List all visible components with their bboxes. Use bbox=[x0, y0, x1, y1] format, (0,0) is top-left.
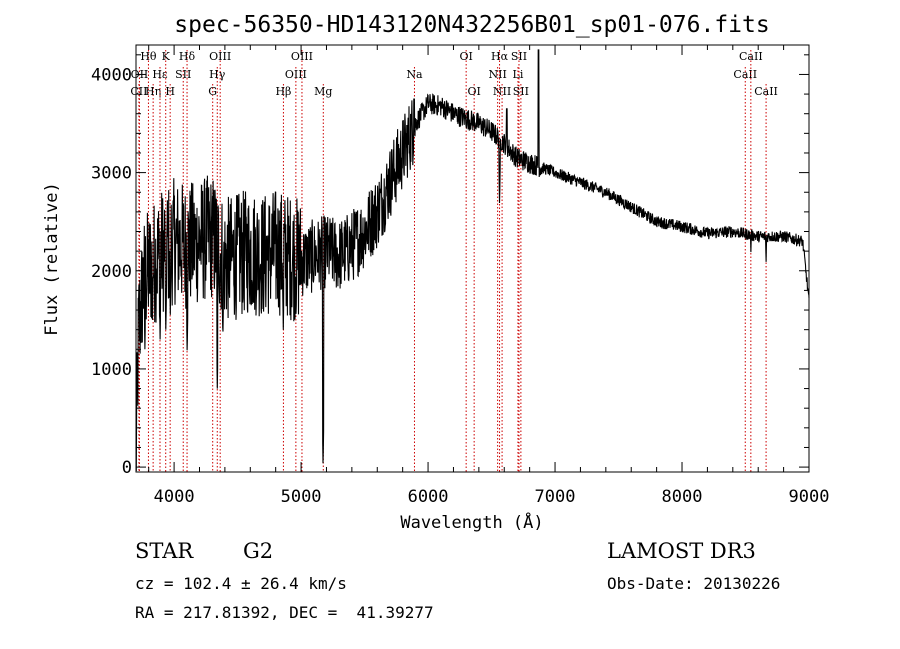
y-tick-label: 1000 bbox=[91, 360, 132, 380]
line-marker-label: Hα bbox=[491, 50, 509, 63]
y-axis-label: Flux (relative) bbox=[42, 182, 62, 336]
obs-date: Obs-Date: 20130226 bbox=[607, 574, 781, 593]
line-marker-label: Mg bbox=[314, 85, 332, 98]
axis-ticks: 4000 5000 6000 7000 8000 9000 0 1000 2000 3000 400… bbox=[91, 45, 829, 507]
chart-title: spec-56350-HD143120N432256B01_sp01-076.f… bbox=[174, 12, 769, 38]
line-marker-label: OIII bbox=[291, 50, 313, 63]
line-marker-label: Li bbox=[513, 68, 524, 81]
line-marker-label: Hγ bbox=[209, 68, 226, 81]
y-tick-label: 2000 bbox=[91, 262, 132, 282]
spectrum-line bbox=[135, 49, 810, 472]
line-marker-label: CaII bbox=[754, 85, 778, 98]
line-marker-label: SII bbox=[513, 85, 529, 98]
survey-name: LAMOST DR3 bbox=[607, 539, 756, 563]
x-tick-label: 7000 bbox=[535, 487, 576, 507]
line-marker-label: G bbox=[208, 85, 217, 98]
line-marker-label: Hθ bbox=[140, 50, 157, 63]
line-marker-label: H bbox=[165, 85, 175, 98]
x-tick-label: 5000 bbox=[281, 487, 322, 507]
subclass: G2 bbox=[243, 539, 274, 563]
coordinates: RA = 217.81392, DEC = 41.39277 bbox=[135, 603, 434, 622]
line-marker-label: OIII bbox=[285, 68, 307, 81]
line-marker-label: Hβ bbox=[275, 85, 291, 98]
plot-frame bbox=[135, 44, 810, 473]
line-marker-label: OI bbox=[467, 85, 480, 98]
x-tick-label: 8000 bbox=[662, 487, 703, 507]
line-marker-label: Hη bbox=[145, 85, 161, 98]
line-marker-label: OI bbox=[459, 50, 472, 63]
line-marker-label: NII bbox=[488, 68, 506, 81]
line-marker-label: CaII bbox=[739, 50, 763, 63]
line-marker-label: K bbox=[162, 50, 171, 63]
x-tick-label: 9000 bbox=[789, 487, 830, 507]
y-tick-label: 4000 bbox=[91, 65, 132, 85]
line-marker-label: NII bbox=[493, 85, 511, 98]
line-marker-label: SII bbox=[175, 68, 191, 81]
line-marker-label: CII bbox=[130, 85, 147, 98]
x-axis-label: Wavelength (Å) bbox=[400, 511, 543, 533]
line-marker-label: CaII bbox=[733, 68, 757, 81]
y-tick-label: 0 bbox=[122, 458, 132, 478]
redshift-text: cz = 102.4 ± 26.4 km/s bbox=[135, 574, 347, 593]
x-tick-label: 4000 bbox=[154, 487, 195, 507]
y-tick-label: 3000 bbox=[91, 164, 132, 184]
line-marker-label: SII bbox=[511, 50, 527, 63]
x-tick-label: 6000 bbox=[408, 487, 449, 507]
line-marker-label: Hε bbox=[152, 68, 168, 81]
line-marker-label: Hδ bbox=[179, 50, 196, 63]
object-class: STAR bbox=[135, 539, 194, 563]
line-marker-label: OIII bbox=[209, 50, 231, 63]
line-marker-label: Na bbox=[406, 68, 423, 81]
